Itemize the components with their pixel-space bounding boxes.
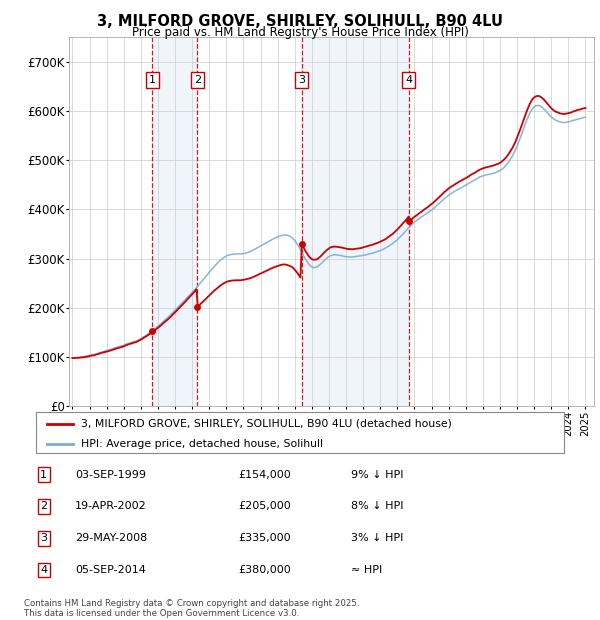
Text: £154,000: £154,000 [238,470,291,480]
Text: 4: 4 [405,74,412,84]
Text: Price paid vs. HM Land Registry's House Price Index (HPI): Price paid vs. HM Land Registry's House … [131,26,469,39]
Text: 1: 1 [40,470,47,480]
Bar [152,37,197,406]
Text: 4: 4 [40,565,47,575]
Text: £380,000: £380,000 [238,565,291,575]
Text: 9% ↓ HPI: 9% ↓ HPI [351,470,404,480]
Text: 2: 2 [194,74,201,84]
Text: £205,000: £205,000 [238,502,291,512]
Text: 05-SEP-2014: 05-SEP-2014 [75,565,146,575]
Text: 3: 3 [40,533,47,543]
Text: 19-APR-2002: 19-APR-2002 [75,502,146,512]
Text: 03-SEP-1999: 03-SEP-1999 [75,470,146,480]
Text: 1: 1 [149,74,156,84]
Text: 3, MILFORD GROVE, SHIRLEY, SOLIHULL, B90 4LU (detached house): 3, MILFORD GROVE, SHIRLEY, SOLIHULL, B90… [81,418,452,428]
Text: HPI: Average price, detached house, Solihull: HPI: Average price, detached house, Soli… [81,439,323,449]
Text: ≈ HPI: ≈ HPI [351,565,382,575]
Text: Contains HM Land Registry data © Crown copyright and database right 2025.
This d: Contains HM Land Registry data © Crown c… [24,599,359,618]
Text: 29-MAY-2008: 29-MAY-2008 [75,533,147,543]
Text: 3, MILFORD GROVE, SHIRLEY, SOLIHULL, B90 4LU: 3, MILFORD GROVE, SHIRLEY, SOLIHULL, B90… [97,14,503,29]
Text: 3: 3 [298,74,305,84]
Text: 8% ↓ HPI: 8% ↓ HPI [351,502,404,512]
Text: £335,000: £335,000 [238,533,291,543]
Text: 2: 2 [40,502,47,512]
Text: 3% ↓ HPI: 3% ↓ HPI [351,533,403,543]
Bar [302,37,409,406]
